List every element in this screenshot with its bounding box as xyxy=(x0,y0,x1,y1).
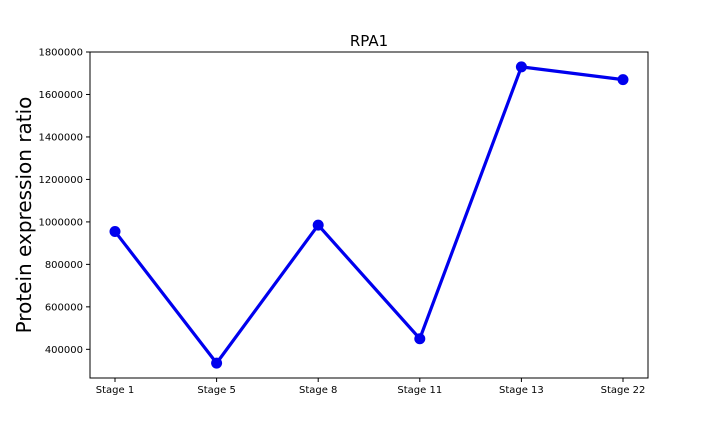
data-point-5 xyxy=(515,61,527,73)
data-point-2 xyxy=(211,357,223,369)
x-tick-label: Stage 22 xyxy=(601,385,646,396)
data-point-6 xyxy=(617,74,629,86)
y-axis-label: Protein expression ratio xyxy=(12,97,36,334)
x-axis-ticks: Stage 1 Stage 5 Stage 8 Stage 11 Stage 13 Sta… xyxy=(96,378,646,396)
x-tick-label: Stage 5 xyxy=(197,385,235,396)
plot-area-frame xyxy=(89,51,649,379)
y-tick-label: 1800000 xyxy=(38,48,83,59)
series-line xyxy=(113,65,624,365)
y-axis-ticks: 400000 600000 800000 1000000 1200000 1400000 1… xyxy=(38,48,90,356)
y-tick-label: 800000 xyxy=(45,260,83,271)
x-tick-label: Stage 8 xyxy=(299,385,337,396)
x-tick-label: Stage 13 xyxy=(499,385,544,396)
y-tick-label: 600000 xyxy=(45,302,83,313)
y-tick-label: 1200000 xyxy=(38,175,83,186)
y-tick-label: 400000 xyxy=(45,345,83,356)
y-tick-label: 1400000 xyxy=(38,132,83,143)
x-tick-label: Stage 1 xyxy=(96,385,134,396)
y-tick-label: 1000000 xyxy=(38,217,83,228)
x-tick-label: Stage 11 xyxy=(397,385,442,396)
data-point-4 xyxy=(414,333,426,345)
data-point-1 xyxy=(109,225,121,237)
chart-title: RPA1 xyxy=(350,32,388,50)
data-point-3 xyxy=(312,219,324,231)
y-tick-label: 1600000 xyxy=(38,90,83,101)
series-layer xyxy=(109,61,629,369)
